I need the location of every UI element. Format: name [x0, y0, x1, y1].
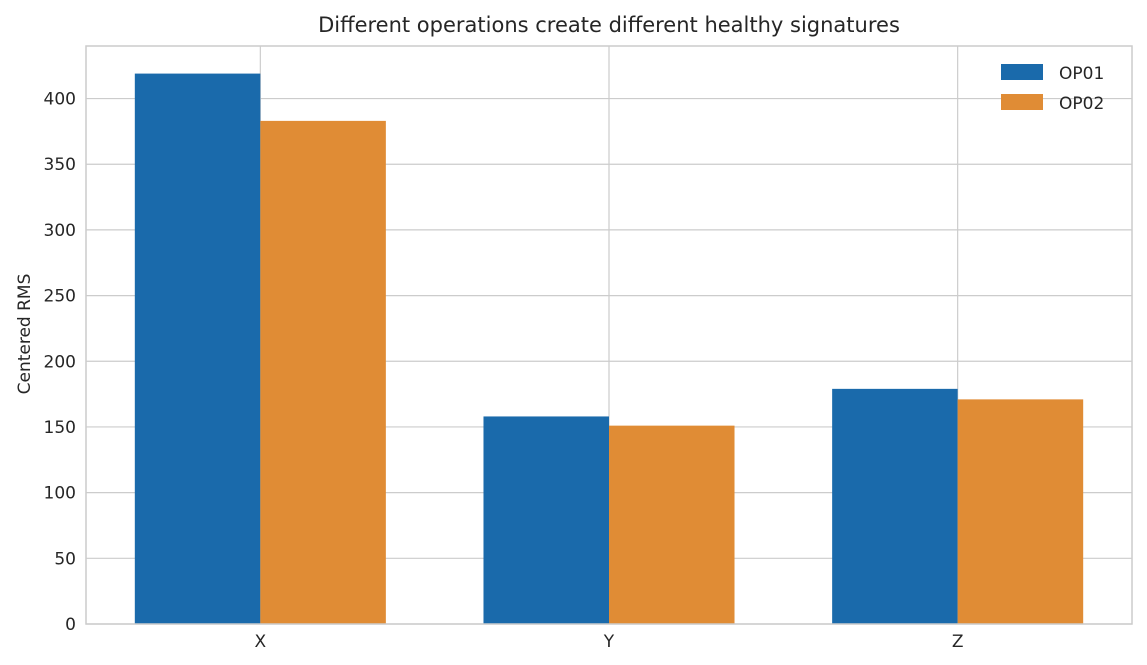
legend-label-op01: OP01	[1059, 64, 1104, 84]
bar-op02-z	[957, 399, 1084, 624]
y-axis-label: Centered RMS	[15, 274, 35, 395]
legend-label-op02: OP02	[1059, 94, 1104, 114]
legend: OP01 OP02	[1001, 64, 1104, 114]
y-tick-label: 150	[44, 418, 76, 438]
y-tick-label: 350	[44, 155, 76, 175]
labels-layer: Different operations create different he…	[15, 13, 963, 652]
bar-op01-x	[134, 73, 261, 624]
x-tick-label: Z	[952, 632, 964, 652]
bar-op01-z	[832, 388, 958, 624]
bar-op02-y	[609, 425, 735, 624]
y-tick-label: 50	[54, 549, 76, 569]
y-tick-label: 300	[44, 221, 76, 241]
x-tick-label: Y	[603, 632, 615, 652]
y-tick-label: 400	[44, 90, 76, 110]
axes-layer	[85, 45, 1133, 625]
chart-title: Different operations create different he…	[318, 13, 900, 37]
bar-op01-y	[483, 416, 609, 624]
bars-layer	[134, 73, 1084, 625]
legend-swatch-op01	[1001, 64, 1043, 80]
plot-frame	[85, 45, 1133, 625]
y-tick-label: 200	[44, 352, 76, 372]
x-tick-label: X	[255, 632, 267, 652]
y-tick-label: 100	[44, 484, 76, 504]
legend-swatch-op02	[1001, 94, 1043, 110]
bar-op02-x	[260, 120, 386, 625]
y-tick-label: 250	[44, 287, 76, 307]
y-tick-label: 0	[65, 615, 76, 635]
